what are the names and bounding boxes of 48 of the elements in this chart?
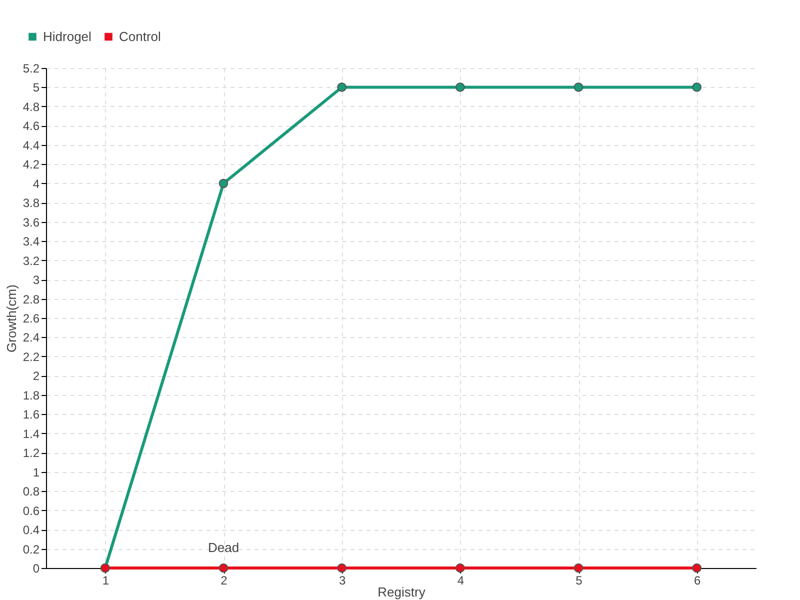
- y-tick-label: 0.6: [22, 504, 40, 518]
- y-tick-label: 3.2: [22, 254, 40, 268]
- point: [337, 563, 347, 573]
- legend-label: Control: [119, 28, 162, 44]
- point: [218, 563, 228, 573]
- annotation: Dead: [208, 540, 240, 555]
- x-tick-label: 1: [102, 574, 110, 588]
- x-tick-label: 5: [576, 574, 583, 588]
- point: [692, 563, 702, 573]
- point: [574, 82, 584, 92]
- y-tick-label: 1.4: [22, 426, 40, 441]
- y-tick-label: 0: [32, 562, 40, 576]
- y-tick-label: 0.8: [22, 484, 40, 499]
- y-tick-label: 2.6: [22, 312, 40, 326]
- y-tick-label: 4: [32, 176, 40, 191]
- y-tick-label: 5.2: [22, 62, 40, 76]
- x-tick-label: 3: [338, 574, 346, 588]
- point: [337, 82, 347, 92]
- y-tick-label: 3: [32, 273, 40, 288]
- y-tick-label: 2.4: [22, 330, 40, 345]
- y-tick-label: 3.8: [22, 196, 40, 210]
- point: [455, 563, 465, 573]
- y-tick-label: 3.6: [22, 215, 40, 230]
- y-tick-label: 1.2: [22, 446, 40, 460]
- y-tick-label: 1.8: [22, 388, 40, 402]
- point: [574, 563, 584, 573]
- point: [455, 82, 465, 92]
- y-tick-label: 2: [32, 369, 40, 384]
- y-tick-label: 0.2: [22, 542, 40, 556]
- y-tick-label: 2.8: [22, 292, 40, 306]
- y-tick-label: 1.6: [22, 408, 40, 422]
- y-axis-title: Growth(cm): [4, 284, 19, 352]
- x-axis-title: Registry: [378, 584, 426, 600]
- y-tick-label: 3.4: [22, 234, 40, 249]
- legend-label: Hidrogel: [43, 28, 92, 44]
- x-tick-label: 4: [457, 574, 464, 588]
- y-tick-label: 2.2: [22, 350, 40, 364]
- x-tick-label: 6: [694, 574, 701, 588]
- y-tick-label: 4.2: [22, 158, 40, 172]
- point: [692, 82, 702, 92]
- y-tick-label: 1: [32, 465, 40, 480]
- point: [218, 178, 228, 188]
- y-tick-label: 5: [32, 80, 40, 95]
- y-tick-label: 4.6: [22, 119, 40, 134]
- x-tick-label: 2: [220, 574, 228, 588]
- y-tick-label: 4.8: [22, 100, 40, 114]
- y-tick-label: 0.4: [22, 523, 40, 538]
- y-tick-label: 4.4: [22, 138, 40, 152]
